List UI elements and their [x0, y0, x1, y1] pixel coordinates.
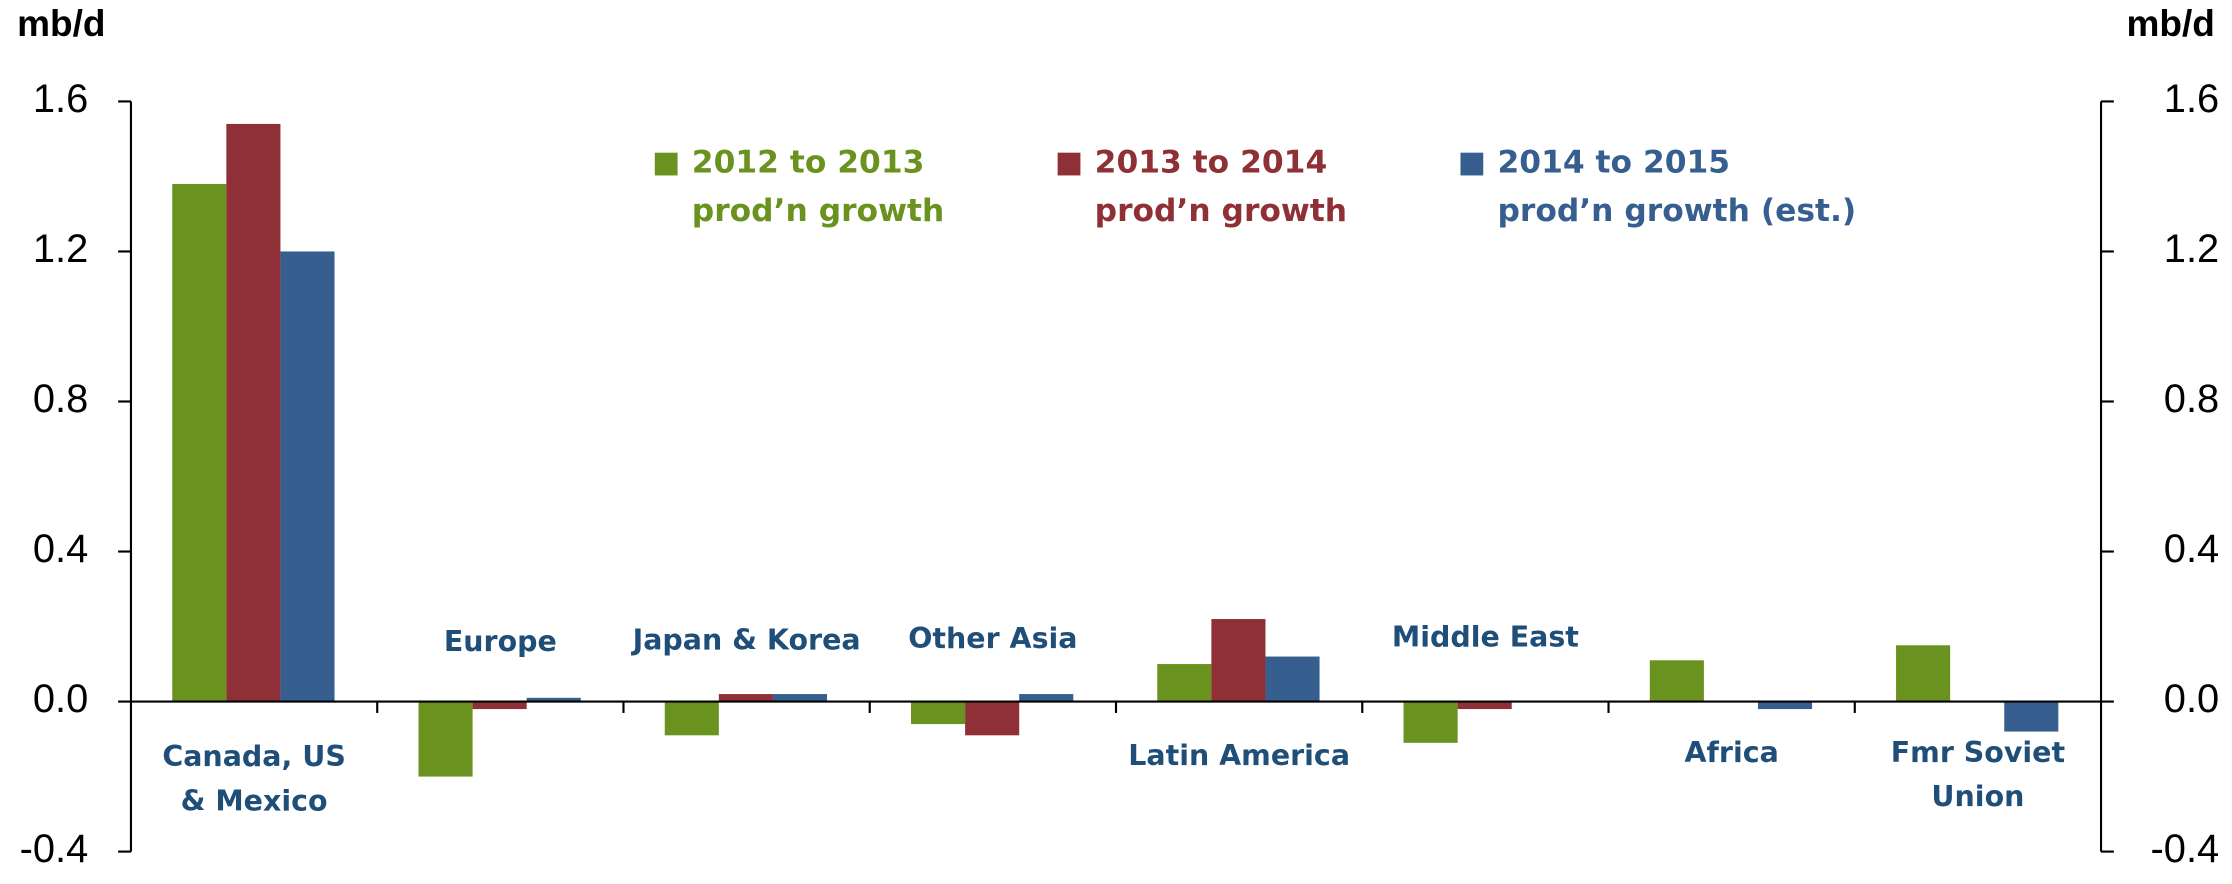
legend-label-box: 2013 to 2014 prod’n growth — [1094, 145, 1348, 230]
bar — [526, 697, 581, 702]
x-tick-label-box: Other Asia — [908, 620, 1078, 656]
x-tick-label: Canada, US & Mexico — [162, 739, 346, 818]
bar — [911, 701, 966, 725]
x-tick-label: Latin America — [1128, 737, 1351, 772]
bar — [1457, 701, 1512, 710]
y2-tick-label: -0.4 — [2151, 827, 2220, 871]
y2-tick-label: 1.2 — [2164, 227, 2219, 271]
bar — [1649, 660, 1704, 702]
legend-label: 2013 to 2014 prod’n growth — [1094, 145, 1348, 230]
y-tick-label: 0.0 — [33, 677, 88, 721]
bar — [1211, 619, 1266, 702]
x-tick-label: Middle East — [1391, 619, 1579, 654]
bar — [472, 701, 527, 710]
y2-tick-label: 1.6 — [2164, 77, 2219, 121]
bar — [718, 694, 773, 702]
y2-tick-label: 0.8 — [2164, 377, 2219, 421]
y-tick-label: 1.6 — [33, 77, 88, 121]
y2-tick-label: 0.0 — [2164, 677, 2219, 721]
y-tick-label: 1.2 — [33, 227, 88, 271]
x-tick-label-box: Africa — [1684, 734, 1779, 770]
y2-axis-title: mb/d — [2127, 2, 2215, 44]
legend-swatch — [1460, 152, 1484, 176]
x-tick-label: Africa — [1684, 734, 1779, 770]
x-tick-label: Other Asia — [908, 620, 1078, 656]
y2-tick-label: 0.4 — [2164, 527, 2219, 571]
bar — [280, 251, 335, 702]
x-tick-label-box: Europe — [443, 623, 557, 659]
y-axis-title: mb/d — [17, 2, 105, 44]
x-tick-label-box: Middle East — [1391, 619, 1579, 654]
bar — [965, 701, 1020, 736]
bar — [172, 183, 227, 702]
bar — [2004, 701, 2059, 732]
legend-label: 2012 to 2013 prod’n growth — [691, 145, 945, 230]
bar — [772, 694, 828, 702]
bar — [226, 123, 281, 702]
bar — [1757, 701, 1813, 710]
legend-swatch — [654, 152, 678, 176]
bar — [1265, 656, 1320, 702]
x-tick-label-box: Fmr Soviet Union — [1890, 734, 2066, 814]
x-tick-label: Fmr Soviet Union — [1890, 734, 2066, 814]
bar — [418, 701, 473, 777]
y-tick-label: -0.4 — [20, 827, 89, 871]
x-tick-label-box: Canada, US & Mexico — [162, 739, 346, 818]
legend-label: 2014 to 2015 prod’n growth (est.) — [1497, 145, 1857, 230]
legend-swatch — [1057, 152, 1081, 176]
x-tick-label: Europe — [443, 623, 557, 659]
bar — [1157, 664, 1212, 702]
bar — [664, 701, 719, 736]
y-tick-label: 0.4 — [33, 527, 88, 571]
x-tick-label: Japan & Korea — [632, 622, 861, 657]
legend-label-box: 2012 to 2013 prod’n growth — [691, 145, 945, 230]
bar — [1896, 645, 1951, 702]
y-tick-label: 0.8 — [33, 377, 88, 421]
legend-label-box: 2014 to 2015 prod’n growth (est.) — [1497, 145, 1857, 230]
x-tick-label-box: Japan & Korea — [632, 622, 861, 657]
bar — [1403, 701, 1458, 743]
bar — [1019, 694, 1074, 702]
x-tick-label-box: Latin America — [1128, 737, 1351, 772]
